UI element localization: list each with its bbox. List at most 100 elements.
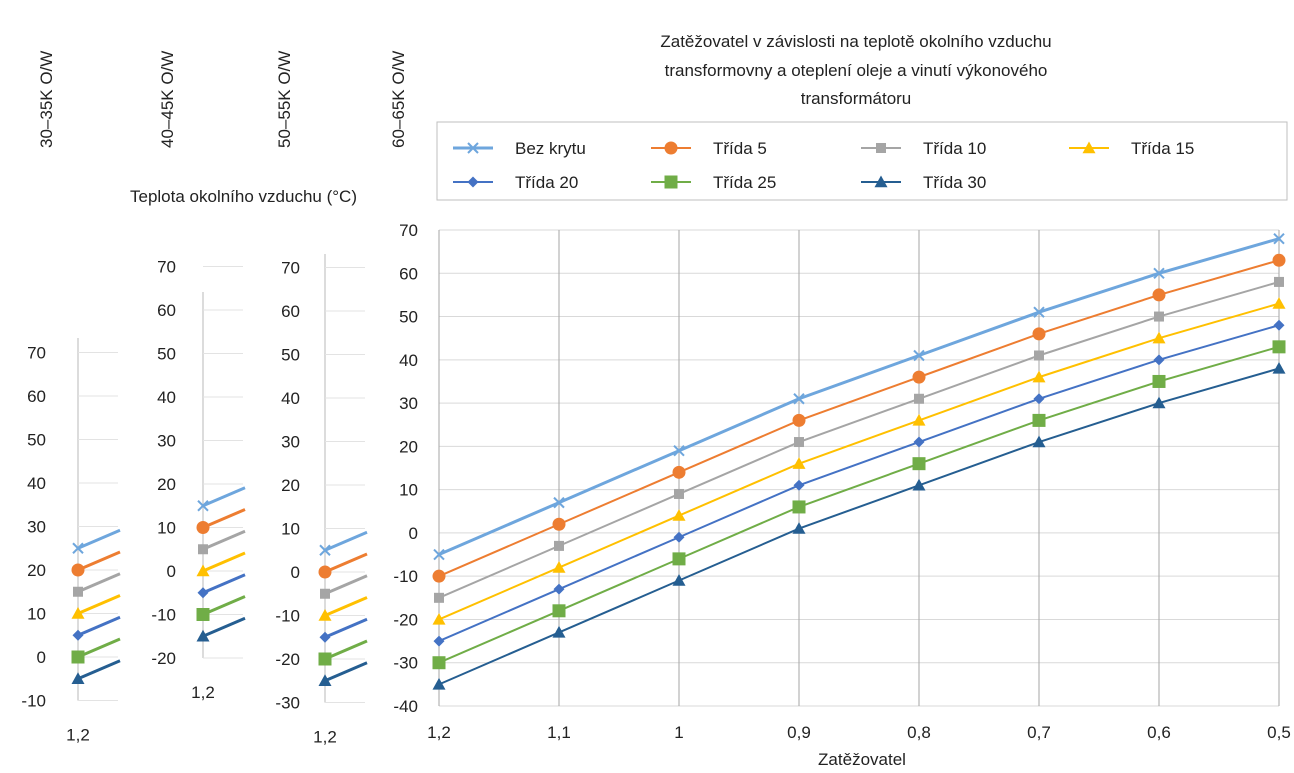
data-point — [792, 500, 806, 514]
side-y-tick-label: 20 — [157, 475, 176, 494]
side-series-line — [202, 486, 246, 508]
data-point-b — [673, 444, 685, 457]
side-y-tick-label: 10 — [27, 605, 46, 624]
data-point-b — [1153, 267, 1165, 279]
legend-item-3: Třída 10 — [861, 139, 986, 158]
legend-item-2: Třída 5 — [651, 139, 767, 158]
data-point — [913, 349, 925, 362]
side-data-point — [318, 609, 332, 621]
side-y-tick-label: -10 — [151, 606, 176, 625]
chart-title-line-1: Zatěžovatel v závislosti na teplotě okol… — [660, 32, 1051, 51]
side-series-line — [202, 551, 246, 573]
series-line — [438, 345, 1280, 664]
legend-label: Třída 5 — [713, 139, 767, 158]
side-panels: 70 60 50 40 30 20 10 0 -10 1,2 70 60 50 40 30 20 10 0 -10 -… — [21, 254, 368, 747]
side-series-line — [77, 659, 121, 681]
side-y-tick-label: 20 — [281, 476, 300, 495]
side-series-7 — [71, 659, 121, 684]
data-point — [793, 393, 805, 405]
data-point — [912, 370, 926, 384]
data-point — [912, 478, 926, 491]
data-point — [1033, 306, 1045, 318]
side-y-tick-label: -10 — [275, 607, 300, 626]
side-data-point — [71, 563, 85, 577]
series-line — [438, 237, 1280, 556]
data-point — [912, 413, 926, 426]
side-data-point — [319, 631, 331, 643]
side-series-4 — [71, 594, 121, 619]
data-point — [673, 531, 685, 543]
data-point — [913, 436, 925, 448]
legend-marker — [1082, 141, 1096, 154]
y-tick-label: 0 — [409, 524, 418, 543]
side-data-point — [71, 672, 85, 684]
y-axis-label: Teplota okolního vzduchu (°C) — [130, 187, 357, 206]
data-point — [1032, 370, 1046, 383]
data-point — [1152, 331, 1166, 344]
side-series-2 — [71, 550, 121, 577]
side-data-point-b — [197, 500, 209, 512]
side-data-point — [318, 674, 332, 686]
side-y-tick-label: -20 — [275, 650, 300, 669]
side-y-tick-label: 30 — [281, 433, 300, 452]
side-y-tick-label: 40 — [27, 474, 46, 493]
data-point — [792, 413, 806, 427]
data-point — [1272, 297, 1286, 309]
side-data-point — [73, 586, 83, 597]
y-tick-label: 40 — [399, 351, 418, 370]
side-series-1 — [319, 530, 368, 556]
side-series-5 — [72, 615, 121, 641]
side-series-7 — [196, 616, 246, 642]
data-point — [672, 552, 686, 566]
side-series-2 — [196, 508, 246, 534]
data-point — [1152, 374, 1166, 388]
y-tick-label: -10 — [393, 567, 418, 586]
side-data-point — [320, 588, 330, 599]
legend-marker — [874, 175, 888, 188]
side-series-line — [324, 639, 368, 661]
side-y-tick-label: 70 — [281, 259, 300, 278]
side-panel-label-3: 50–55K O/W — [275, 51, 294, 148]
side-y-tick-label: 60 — [27, 387, 46, 406]
data-point — [672, 465, 686, 479]
side-series-line — [77, 637, 121, 659]
side-data-point — [196, 564, 210, 577]
data-point — [432, 656, 446, 670]
data-point-b — [1273, 232, 1285, 245]
y-tick-label: 70 — [399, 221, 418, 240]
x-tick-label: 0,9 — [787, 723, 811, 742]
side-panel-1: 70 60 50 40 30 20 10 0 -10 1,2 — [21, 338, 121, 745]
data-point — [1032, 413, 1046, 427]
side-y-tick-label: 50 — [27, 431, 46, 450]
side-data-point — [196, 629, 210, 642]
x-axis-label: Zatěžovatel — [818, 750, 906, 769]
side-panel-label-4: 60–65K O/W — [389, 51, 408, 148]
side-series-2 — [318, 552, 368, 579]
series-6 — [432, 340, 1286, 670]
data-point — [1153, 267, 1165, 279]
side-y-tick-label: 10 — [157, 519, 176, 538]
data-point — [1034, 350, 1044, 361]
data-point-b — [433, 548, 445, 561]
data-point — [1272, 361, 1286, 374]
side-series-line — [324, 552, 368, 574]
series-line — [438, 259, 1280, 578]
legend-label: Bez krytu — [515, 139, 586, 158]
data-point — [1274, 276, 1284, 287]
x-tick-label: 0,6 — [1147, 723, 1171, 742]
data-point-b — [553, 496, 565, 509]
data-point — [672, 509, 686, 521]
side-y-tick-label: 40 — [157, 388, 176, 407]
side-series-line — [202, 595, 246, 616]
series-2 — [432, 253, 1286, 583]
y-tick-label: 20 — [399, 437, 418, 456]
side-panel-labels: 30–35K O/W 40–45K O/W 50–55K O/W 60–65K O/W — [37, 51, 408, 148]
data-point — [1154, 311, 1164, 322]
data-point — [1272, 253, 1286, 267]
x-tick-label: 0,8 — [907, 723, 931, 742]
data-point-b — [1033, 306, 1045, 318]
legend-item-4: Třída 15 — [1069, 139, 1194, 158]
side-panel-3: 70 60 50 40 30 20 10 0 -10 -20 -30 1,2 — [275, 254, 368, 747]
data-point — [1033, 393, 1045, 405]
